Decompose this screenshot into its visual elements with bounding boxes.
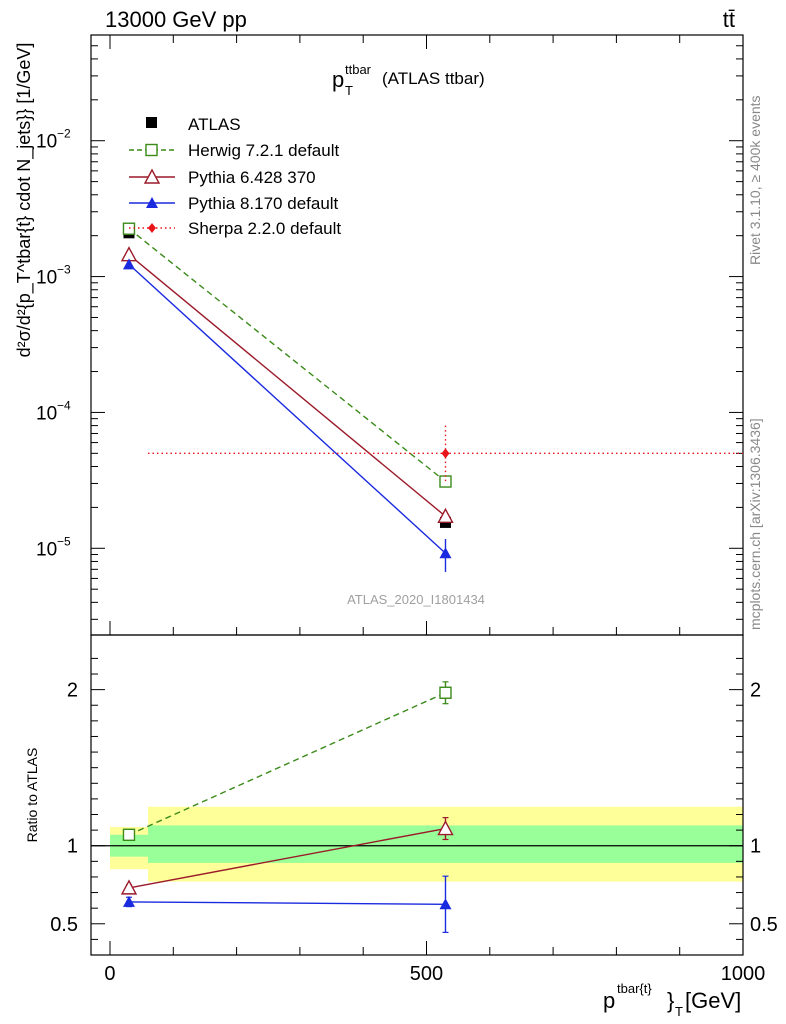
pythia6-ratio-line xyxy=(128,827,446,889)
y-tick-exp-0: −5 xyxy=(57,534,71,548)
legend-label-sherpa: Sherpa 2.2.0 default xyxy=(188,219,341,238)
title-suffix: (ATLAS ttbar) xyxy=(382,69,485,88)
pythia6-point-1 xyxy=(437,507,454,523)
ratio-tick-label-left-0: 0.5 xyxy=(50,914,78,936)
plot-title: p ttbar T (ATLAS ttbar) xyxy=(332,62,485,98)
legend-label-pythia6: Pythia 6.428 370 xyxy=(188,168,316,187)
x-label-p: p xyxy=(603,988,615,1013)
y-axis-label-main: d²σ/d²{p_T^tbar{t} cdot N_jets}} [1/GeV] xyxy=(14,43,35,358)
x-label-close: } xyxy=(667,988,674,1013)
x-label-unit: [GeV] xyxy=(685,988,741,1013)
sherpa-point-0 xyxy=(441,448,450,459)
herwig-ratio-line xyxy=(128,692,446,836)
ratio-tick-label-left-1: 1 xyxy=(67,836,78,858)
ratio-tick-label-right-1: 1 xyxy=(750,836,761,858)
pythia8-line xyxy=(128,263,446,554)
herwig-ratio-point-1 xyxy=(439,686,452,699)
pythia6-ratio-point-0 xyxy=(120,879,138,895)
title-sup: ttbar xyxy=(345,62,372,77)
pythia8-point-0 xyxy=(122,258,135,270)
legend-marker-pythia6 xyxy=(143,168,161,184)
y-tick-label-0: 10 xyxy=(36,539,57,560)
title-p: p xyxy=(332,67,344,92)
legend-marker-pythia8 xyxy=(146,197,158,208)
svg-text:p: p xyxy=(332,67,344,92)
herwig-point-1 xyxy=(439,475,452,488)
pythia8-ratio-point-0 xyxy=(122,895,135,907)
legend: ATLAS Herwig 7.2.1 default Pythia 6.428 … xyxy=(129,115,341,238)
pythia8-ratio-line xyxy=(128,901,446,905)
ratio-tick-label-right-0: 0.5 xyxy=(750,914,778,936)
legend-marker-atlas xyxy=(146,117,157,128)
pythia6-ratio-point-1 xyxy=(437,820,454,836)
title-sub: T xyxy=(345,83,353,98)
ratio-bands xyxy=(91,806,743,882)
herwig-point-0 xyxy=(122,222,136,235)
header-energy: 13000 GeV pp xyxy=(105,7,247,32)
analysis-watermark: ATLAS_2020_I1801434 xyxy=(347,592,485,607)
ratio-tick-label-right-2: 2 xyxy=(750,680,761,702)
ratio-tick-label-left-2: 2 xyxy=(67,680,78,702)
y-axis-label-ratio: Ratio to ATLAS xyxy=(24,748,40,843)
x-tick-label-0: 0 xyxy=(104,963,115,985)
legend-label-herwig: Herwig 7.2.1 default xyxy=(188,141,339,160)
legend-marker-sherpa xyxy=(148,223,156,233)
y-tick-label-2: 10 xyxy=(36,268,57,289)
rivet-label: Rivet 3.1.10, ≥ 400k events xyxy=(747,95,763,265)
header-process: tt̄ xyxy=(723,7,735,32)
mcplots-label: mcplots.cern.ch [arXiv:1306.3436] xyxy=(747,418,763,630)
pythia8-point-1 xyxy=(439,547,452,559)
herwig-ratio-point-0 xyxy=(122,828,136,842)
x-tick-label-1000: 1000 xyxy=(721,963,766,985)
pythia6-line xyxy=(128,254,446,517)
x-axis-label: p tbar{t} } T [GeV] xyxy=(603,981,741,1019)
herwig-line xyxy=(128,228,446,483)
x-label-sup: tbar{t} xyxy=(617,981,652,996)
y-tick-label-3: 10 xyxy=(36,132,57,153)
ratio-frame xyxy=(90,634,744,956)
legend-label-pythia8: Pythia 8.170 default xyxy=(188,194,339,213)
y-tick-label-1: 10 xyxy=(36,403,57,424)
data-marks xyxy=(120,222,743,933)
legend-label-atlas: ATLAS xyxy=(188,115,241,134)
pythia8-ratio-point-1 xyxy=(439,898,452,910)
y-tick-exp-3: −2 xyxy=(57,127,71,141)
x-label-sub: T xyxy=(675,1004,683,1019)
x-tick-label-500: 500 xyxy=(410,963,443,985)
y-tick-exp-1: −4 xyxy=(57,398,71,412)
legend-marker-herwig xyxy=(145,143,158,157)
y-tick-exp-2: −3 xyxy=(57,263,71,277)
